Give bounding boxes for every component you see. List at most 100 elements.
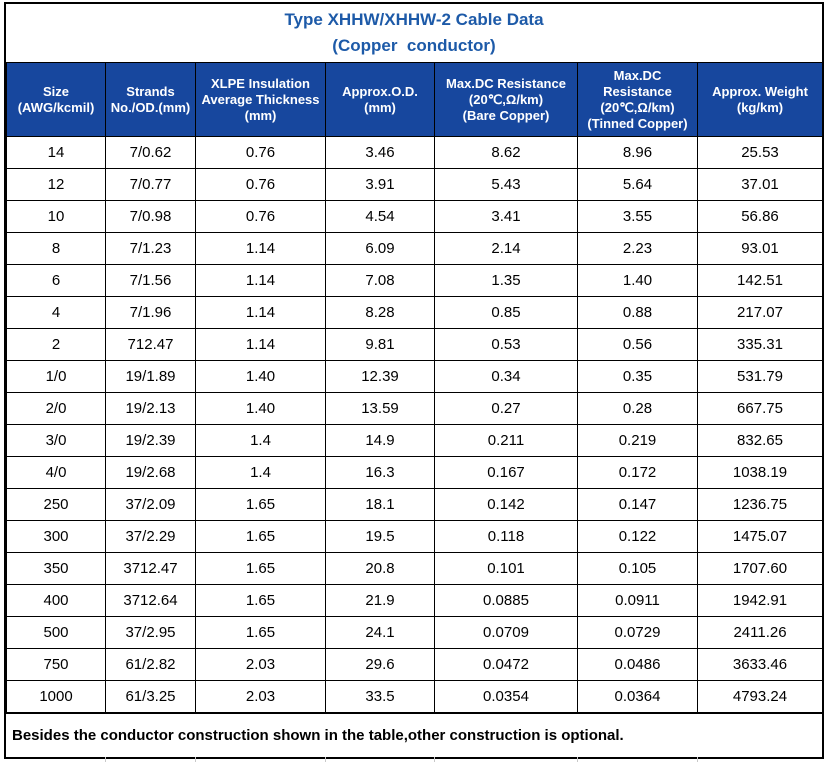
cell-dc-resistance-bare: 2.14	[434, 232, 578, 265]
cell-approx-od: 3.46	[325, 136, 435, 169]
cell-approx-od: 20.8	[325, 552, 435, 585]
cell-size: 6	[6, 264, 106, 297]
cell-insulation-thickness: 1.40	[195, 392, 326, 425]
cell-approx-od: 8.28	[325, 296, 435, 329]
footnote: Besides the conductor construction shown…	[6, 713, 822, 757]
clipped-gridline-tick	[577, 757, 578, 762]
cell-strands: 19/1.89	[105, 360, 196, 393]
cell-dc-resistance-tinned: 0.122	[577, 520, 698, 553]
cell-approx-weight: 832.65	[697, 424, 823, 457]
cell-dc-resistance-bare: 0.34	[434, 360, 578, 393]
cell-approx-od: 14.9	[325, 424, 435, 457]
cell-dc-resistance-bare: 0.0354	[434, 680, 578, 713]
cell-dc-resistance-tinned: 0.172	[577, 456, 698, 489]
cell-approx-od: 13.59	[325, 392, 435, 425]
cell-dc-resistance-bare: 1.35	[434, 264, 578, 297]
cell-dc-resistance-tinned: 0.56	[577, 328, 698, 361]
cell-dc-resistance-tinned: 0.35	[577, 360, 698, 393]
cell-approx-weight: 335.31	[697, 328, 823, 361]
col-header-size: Size (AWG/kcmil)	[6, 62, 106, 137]
cell-insulation-thickness: 1.4	[195, 424, 326, 457]
cell-dc-resistance-bare: 0.211	[434, 424, 578, 457]
cell-dc-resistance-bare: 0.53	[434, 328, 578, 361]
cell-insulation-thickness: 1.14	[195, 296, 326, 329]
cell-strands: 7/0.77	[105, 168, 196, 201]
cell-dc-resistance-tinned: 0.219	[577, 424, 698, 457]
cell-approx-od: 33.5	[325, 680, 435, 713]
cell-dc-resistance-tinned: 1.40	[577, 264, 698, 297]
table-row: 2 712.47 1.14 9.81 0.53 0.56 335.31	[6, 328, 823, 361]
cell-strands: 3712.47	[105, 552, 196, 585]
table-body: 14 7/0.62 0.76 3.46 8.62 8.96 25.53 12 7/0.77 0.7…	[6, 136, 823, 713]
cell-dc-resistance-tinned: 0.88	[577, 296, 698, 329]
cell-approx-weight: 93.01	[697, 232, 823, 265]
table-row: 14 7/0.62 0.76 3.46 8.62 8.96 25.53	[6, 136, 823, 169]
clipped-gridline-tick	[105, 757, 106, 762]
cell-approx-weight: 56.86	[697, 200, 823, 233]
cell-approx-weight: 4793.24	[697, 680, 823, 713]
cell-size: 8	[6, 232, 106, 265]
cell-dc-resistance-tinned: 3.55	[577, 200, 698, 233]
clipped-gridline-tick	[325, 757, 326, 762]
cell-dc-resistance-tinned: 0.28	[577, 392, 698, 425]
title-block: Type XHHW/XHHW-2 Cable Data (Copper cond…	[6, 4, 822, 62]
cell-dc-resistance-bare: 0.142	[434, 488, 578, 521]
clipped-gridline-tick	[697, 757, 698, 762]
cell-size: 500	[6, 616, 106, 649]
table-header-row: Size (AWG/kcmil) Strands No./OD.(mm) XLPE …	[6, 62, 823, 137]
table-header: Size (AWG/kcmil) Strands No./OD.(mm) XLPE …	[6, 62, 823, 137]
cell-dc-resistance-tinned: 0.0729	[577, 616, 698, 649]
cell-dc-resistance-bare: 8.62	[434, 136, 578, 169]
cell-dc-resistance-tinned: 0.0911	[577, 584, 698, 617]
cell-approx-weight: 531.79	[697, 360, 823, 393]
cell-insulation-thickness: 1.4	[195, 456, 326, 489]
table-row: 10 7/0.98 0.76 4.54 3.41 3.55 56.86	[6, 200, 823, 233]
cell-size: 4/0	[6, 456, 106, 489]
cell-dc-resistance-tinned: 2.23	[577, 232, 698, 265]
table-row: 500 37/2.95 1.65 24.1 0.0709 0.0729 2411.26	[6, 616, 823, 649]
cell-strands: 7/1.96	[105, 296, 196, 329]
cell-strands: 37/2.09	[105, 488, 196, 521]
cell-size: 750	[6, 648, 106, 681]
page-subtitle: (Copper conductor)	[332, 36, 496, 55]
cell-size: 3/0	[6, 424, 106, 457]
table-row: 8 7/1.23 1.14 6.09 2.14 2.23 93.01	[6, 232, 823, 265]
table-row: 2/0 19/2.13 1.40 13.59 0.27 0.28 667.75	[6, 392, 823, 425]
col-header-strands: Strands No./OD.(mm)	[105, 62, 196, 137]
col-header-dc-resistance-tinned: Max.DC Resistance (20℃,Ω/km) (Tinned Cop…	[577, 62, 698, 137]
table-row: 4 7/1.96 1.14 8.28 0.85 0.88 217.07	[6, 296, 823, 329]
cell-dc-resistance-bare: 3.41	[434, 200, 578, 233]
col-header-insulation-thickness: XLPE Insulation Average Thickness (mm)	[195, 62, 326, 137]
clipped-gridline-tick	[434, 757, 435, 762]
cell-dc-resistance-bare: 0.167	[434, 456, 578, 489]
cell-approx-od: 16.3	[325, 456, 435, 489]
cell-strands: 3712.64	[105, 584, 196, 617]
cell-approx-weight: 25.53	[697, 136, 823, 169]
cell-approx-weight: 37.01	[697, 168, 823, 201]
cell-insulation-thickness: 2.03	[195, 680, 326, 713]
cell-approx-od: 9.81	[325, 328, 435, 361]
table-row: 12 7/0.77 0.76 3.91 5.43 5.64 37.01	[6, 168, 823, 201]
cell-strands: 19/2.13	[105, 392, 196, 425]
table-row: 300 37/2.29 1.65 19.5 0.118 0.122 1475.07	[6, 520, 823, 553]
cell-strands: 7/0.98	[105, 200, 196, 233]
table-row: 350 3712.47 1.65 20.8 0.101 0.105 1707.60	[6, 552, 823, 585]
col-header-approx-weight: Approx. Weight (kg/km)	[697, 62, 823, 137]
cell-approx-od: 29.6	[325, 648, 435, 681]
cell-approx-weight: 1475.07	[697, 520, 823, 553]
cell-size: 14	[6, 136, 106, 169]
cell-approx-weight: 667.75	[697, 392, 823, 425]
cell-insulation-thickness: 1.65	[195, 520, 326, 553]
cable-data-table: Size (AWG/kcmil) Strands No./OD.(mm) XLPE …	[6, 62, 823, 713]
cell-dc-resistance-tinned: 0.0486	[577, 648, 698, 681]
cell-strands: 7/0.62	[105, 136, 196, 169]
cell-approx-od: 21.9	[325, 584, 435, 617]
cell-insulation-thickness: 1.65	[195, 584, 326, 617]
cell-approx-weight: 1942.91	[697, 584, 823, 617]
table-row: 750 61/2.82 2.03 29.6 0.0472 0.0486 3633.46	[6, 648, 823, 681]
page-title: Type XHHW/XHHW-2 Cable Data	[284, 10, 544, 29]
cell-insulation-thickness: 0.76	[195, 200, 326, 233]
cell-dc-resistance-bare: 0.0885	[434, 584, 578, 617]
cell-size: 1000	[6, 680, 106, 713]
cell-size: 12	[6, 168, 106, 201]
